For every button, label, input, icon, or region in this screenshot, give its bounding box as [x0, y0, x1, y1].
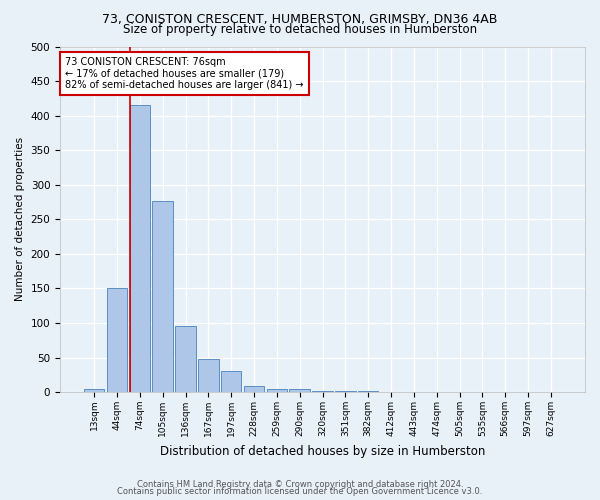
- Bar: [244, 386, 264, 392]
- Bar: [152, 200, 173, 392]
- Bar: [84, 388, 104, 392]
- Text: Size of property relative to detached houses in Humberston: Size of property relative to detached ho…: [123, 22, 477, 36]
- Bar: [107, 288, 127, 392]
- Y-axis label: Number of detached properties: Number of detached properties: [15, 138, 25, 302]
- Bar: [289, 390, 310, 392]
- Text: 73 CONISTON CRESCENT: 76sqm
← 17% of detached houses are smaller (179)
82% of se: 73 CONISTON CRESCENT: 76sqm ← 17% of det…: [65, 57, 304, 90]
- Bar: [266, 390, 287, 392]
- Text: Contains HM Land Registry data © Crown copyright and database right 2024.: Contains HM Land Registry data © Crown c…: [137, 480, 463, 489]
- Text: 73, CONISTON CRESCENT, HUMBERSTON, GRIMSBY, DN36 4AB: 73, CONISTON CRESCENT, HUMBERSTON, GRIMS…: [103, 12, 497, 26]
- X-axis label: Distribution of detached houses by size in Humberston: Distribution of detached houses by size …: [160, 444, 485, 458]
- Bar: [198, 359, 218, 392]
- Text: Contains public sector information licensed under the Open Government Licence v3: Contains public sector information licen…: [118, 488, 482, 496]
- Bar: [130, 106, 150, 392]
- Bar: [175, 326, 196, 392]
- Bar: [221, 372, 241, 392]
